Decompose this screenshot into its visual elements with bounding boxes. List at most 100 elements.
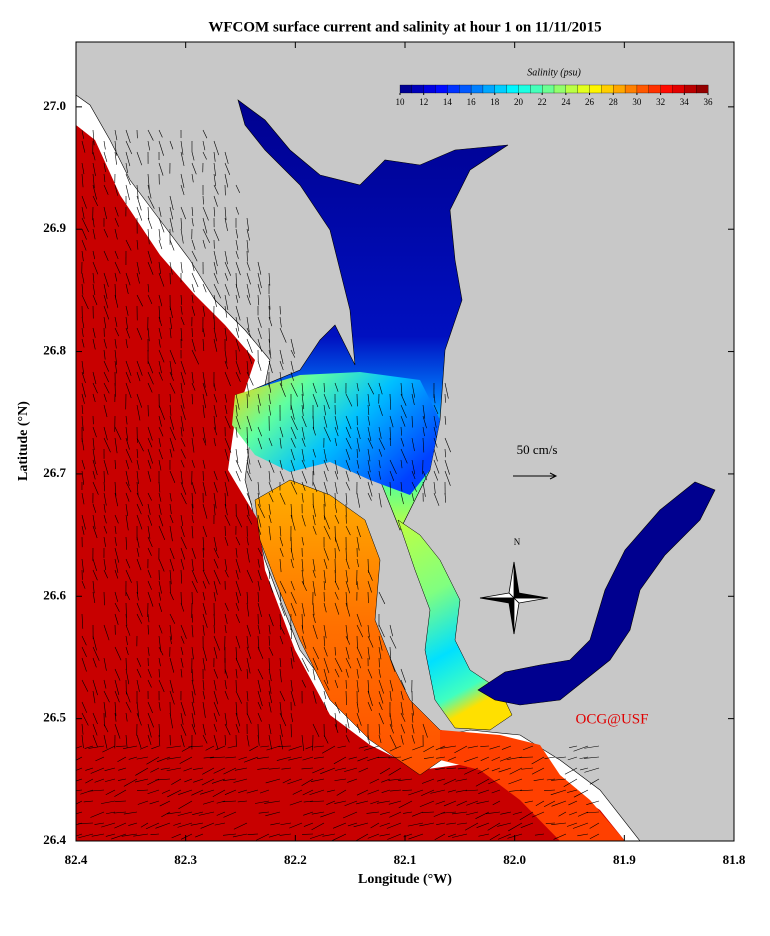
current-arrow: [235, 316, 240, 332]
current-arrow: [213, 580, 218, 595]
current-arrow: [543, 800, 556, 808]
current-arrow: [173, 822, 182, 826]
current-arrow: [180, 646, 184, 655]
current-arrow: [224, 569, 229, 578]
current-arrow: [345, 569, 349, 583]
current-arrow: [158, 349, 165, 363]
current-arrow: [323, 668, 329, 684]
current-arrow: [114, 316, 118, 327]
current-arrow: [169, 503, 172, 515]
current-arrow: [166, 767, 182, 772]
current-arrow: [128, 756, 138, 760]
current-arrow: [519, 756, 534, 758]
current-arrow: [232, 833, 248, 838]
current-arrow: [180, 173, 185, 188]
current-arrow: [378, 734, 382, 743]
current-arrow: [158, 580, 162, 594]
current-arrow: [213, 404, 217, 418]
current-arrow: [367, 426, 372, 442]
current-arrow: [323, 547, 329, 561]
current-arrow: [257, 525, 262, 535]
current-arrow: [303, 811, 314, 816]
current-arrow: [191, 239, 196, 250]
current-arrow: [202, 129, 208, 139]
credit: OCG@USF: [575, 711, 648, 727]
current-arrow: [268, 360, 273, 374]
current-arrow: [200, 789, 215, 795]
current-arrow: [378, 701, 383, 711]
current-arrow: [202, 536, 205, 551]
current-arrow: [345, 426, 351, 438]
current-arrow: [246, 646, 252, 659]
colorbar-title: Salinity (psu): [527, 67, 581, 78]
current-arrow: [166, 756, 182, 760]
current-arrow: [202, 404, 205, 418]
current-arrow: [92, 162, 96, 177]
current-arrow: [487, 822, 501, 831]
current-arrow: [180, 712, 184, 725]
current-arrow: [92, 195, 98, 207]
current-arrow: [169, 195, 174, 211]
current-arrow: [224, 613, 228, 624]
current-arrow: [125, 613, 128, 626]
x-tick-label: 82.4: [65, 852, 88, 867]
current-arrow: [279, 371, 283, 386]
current-arrow: [246, 437, 249, 451]
current-arrow: [169, 712, 173, 729]
current-arrow: [301, 679, 306, 688]
current-arrow: [114, 294, 119, 308]
current-arrow: [103, 349, 106, 360]
current-arrow: [191, 514, 194, 523]
current-arrow: [342, 811, 358, 819]
current-arrow: [323, 470, 328, 482]
current-arrow: [309, 789, 325, 796]
current-arrow: [81, 492, 85, 505]
current-arrow: [323, 569, 326, 584]
current-arrow: [378, 635, 383, 651]
current-arrow: [202, 646, 208, 662]
current-arrow: [302, 756, 314, 761]
current-arrow: [257, 316, 262, 328]
current-arrow: [312, 767, 325, 774]
current-arrow: [345, 448, 351, 461]
current-arrow: [147, 536, 153, 547]
current-arrow: [180, 492, 187, 505]
current-arrow: [332, 822, 347, 829]
current-arrow: [92, 437, 95, 450]
colorbar-cell: [672, 84, 685, 94]
current-arrow: [334, 503, 338, 513]
current-arrow: [169, 206, 174, 220]
current-arrow: [246, 371, 254, 386]
current-arrow: [246, 382, 250, 397]
current-arrow: [301, 778, 314, 787]
y-tick-label: 26.8: [43, 343, 66, 358]
current-arrow: [213, 250, 218, 267]
current-arrow: [422, 437, 425, 453]
current-arrow: [117, 778, 127, 781]
current-arrow: [147, 448, 153, 464]
current-arrow: [312, 646, 320, 659]
current-arrow: [147, 294, 153, 305]
current-arrow: [136, 514, 143, 530]
current-arrow: [323, 459, 329, 472]
y-tick-label: 26.4: [43, 832, 66, 847]
current-arrow: [136, 360, 143, 376]
current-arrow: [279, 349, 284, 365]
current-arrow: [572, 822, 589, 829]
current-arrow: [167, 811, 182, 815]
current-arrow: [147, 580, 152, 590]
current-arrow: [345, 525, 351, 536]
current-arrow: [389, 470, 395, 482]
current-arrow: [158, 492, 162, 502]
current-arrow: [136, 195, 142, 211]
current-arrow: [136, 503, 142, 515]
current-arrow: [323, 415, 328, 428]
current-arrow: [158, 217, 165, 233]
colorbar-tick-label: 34: [680, 97, 690, 107]
current-arrow: [257, 327, 262, 339]
current-arrow: [169, 239, 175, 251]
current-arrow: [213, 283, 221, 299]
current-arrow: [436, 756, 446, 759]
current-arrow: [81, 415, 84, 431]
current-arrow: [191, 338, 196, 352]
